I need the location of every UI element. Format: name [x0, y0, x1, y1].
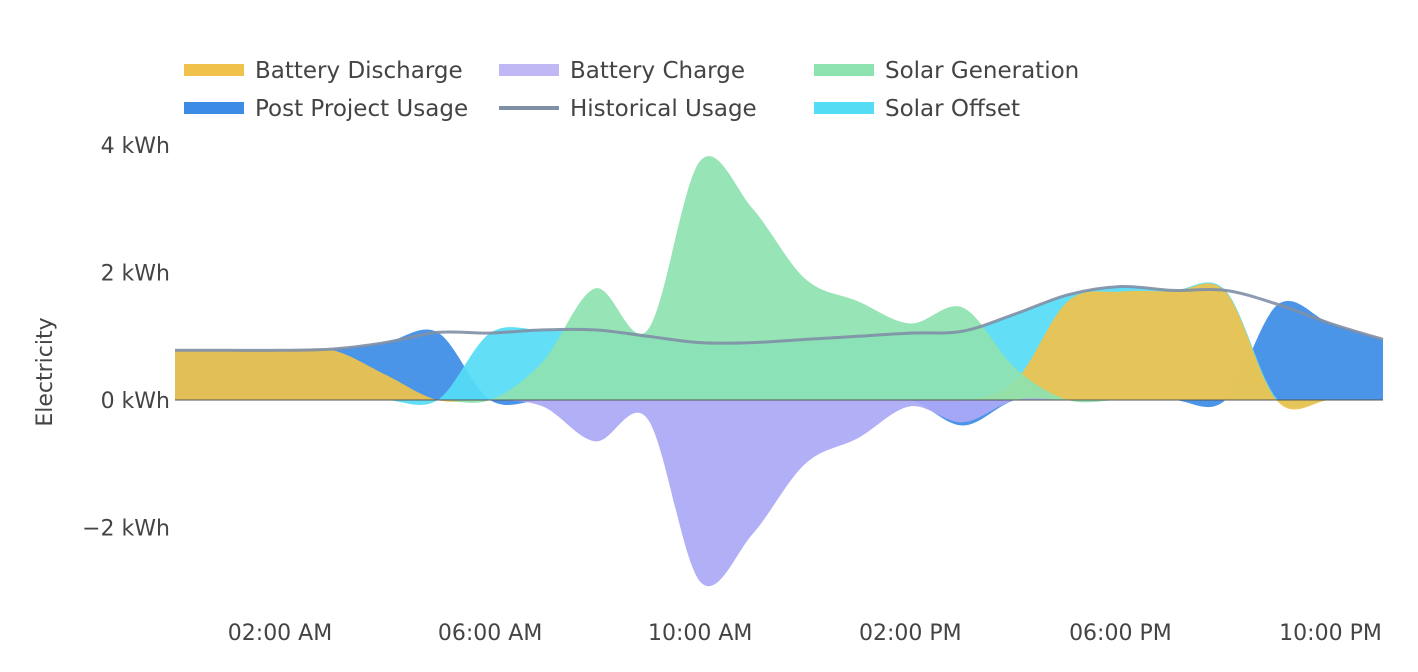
- x-tick-label: 10:00 PM: [1279, 621, 1382, 646]
- point-battery-charge: [855, 435, 861, 441]
- point-solar-generation: [697, 158, 703, 164]
- area-solar-generation[interactable]: [175, 156, 1383, 403]
- point-battery-discharge: [382, 372, 388, 378]
- point-solar-generation: [750, 206, 756, 212]
- legend-item-battery-discharge[interactable]: Battery Discharge: [184, 58, 463, 84]
- y-tick-label: 2 kWh: [101, 262, 170, 287]
- point-battery-charge: [540, 403, 546, 409]
- point-historical-usage: [645, 333, 651, 339]
- y-tick-label: 4 kWh: [101, 134, 170, 159]
- point-historical-usage: [960, 328, 966, 334]
- point-solar-generation: [540, 359, 546, 365]
- point-historical-usage: [540, 327, 546, 333]
- point-historical-usage: [1275, 301, 1281, 307]
- point-historical-usage: [1065, 292, 1071, 298]
- legend-label: Post Project Usage: [255, 96, 468, 122]
- point-battery-charge: [750, 531, 756, 537]
- chart-lines: [172, 284, 1386, 353]
- legend-swatch: [184, 102, 244, 114]
- legend-swatch: [184, 64, 244, 76]
- legend-label: Solar Offset: [885, 96, 1020, 122]
- legend-item-battery-charge[interactable]: Battery Charge: [499, 58, 745, 84]
- point-historical-usage: [382, 340, 388, 346]
- legend-swatch: [814, 64, 874, 76]
- line-historical-usage[interactable]: [174, 284, 1384, 352]
- legend-label: Historical Usage: [570, 96, 757, 122]
- point-battery-discharge: [1065, 298, 1071, 304]
- y-tick-label: −2 kWh: [82, 517, 170, 542]
- legend-swatch: [499, 106, 559, 110]
- x-tick-label: 02:00 PM: [859, 621, 962, 646]
- legend-swatch: [814, 102, 874, 114]
- point-solar-generation: [960, 305, 966, 311]
- point-historical-usage: [855, 333, 861, 339]
- y-axis-ticks: 4 kWh 2 kWh 0 kWh −2 kWh: [82, 134, 170, 542]
- point-battery-charge: [802, 461, 808, 467]
- x-tick-label: 06:00 AM: [438, 621, 542, 646]
- area-battery-charge[interactable]: [175, 398, 1383, 587]
- point-historical-usage: [330, 346, 336, 352]
- legend-label: Solar Generation: [885, 58, 1079, 84]
- point-historical-usage: [277, 347, 283, 353]
- point-solar-generation: [855, 298, 861, 304]
- legend-item-solar-generation[interactable]: Solar Generation: [814, 58, 1079, 84]
- point-historical-usage: [592, 327, 598, 333]
- chart-legend[interactable]: Battery Discharge Battery Charge Solar Gen…: [184, 58, 1079, 122]
- point-battery-charge: [960, 419, 966, 425]
- point-historical-usage: [435, 329, 441, 335]
- y-tick-label: 0 kWh: [101, 389, 170, 414]
- point-solar-generation: [592, 285, 598, 291]
- legend-label: Battery Discharge: [255, 58, 463, 84]
- point-historical-usage: [1222, 287, 1228, 293]
- legend-item-historical-usage[interactable]: Historical Usage: [499, 96, 757, 122]
- point-historical-usage: [697, 340, 703, 346]
- y-axis-title: Electricity: [33, 317, 58, 426]
- point-historical-usage: [1117, 284, 1123, 290]
- point-historical-usage: [907, 330, 913, 336]
- point-solar-generation: [907, 321, 913, 327]
- chart-areas: [175, 156, 1383, 587]
- point-historical-usage: [1380, 336, 1386, 342]
- point-solar-generation: [1012, 365, 1018, 371]
- legend-label: Battery Charge: [570, 58, 745, 84]
- legend-item-post-project-usage[interactable]: Post Project Usage: [184, 96, 468, 122]
- x-tick-label: 02:00 AM: [228, 621, 332, 646]
- point-battery-charge: [907, 403, 913, 409]
- point-battery-charge: [697, 579, 703, 585]
- area-battery-discharge[interactable]: [175, 283, 1383, 410]
- point-historical-usage: [1170, 287, 1176, 293]
- point-historical-usage: [1328, 321, 1334, 327]
- x-axis-ticks: 02:00 AM 06:00 AM 10:00 AM 02:00 PM 06:00 PM…: [228, 621, 1382, 646]
- point-historical-usage: [225, 347, 231, 353]
- point-historical-usage: [802, 336, 808, 342]
- point-historical-usage: [750, 340, 756, 346]
- point-historical-usage: [1012, 311, 1018, 317]
- legend-swatch: [499, 64, 559, 76]
- point-historical-usage: [172, 347, 178, 353]
- x-tick-label: 10:00 AM: [648, 621, 752, 646]
- point-historical-usage: [487, 330, 493, 336]
- legend-item-solar-offset[interactable]: Solar Offset: [814, 96, 1020, 122]
- point-battery-charge: [592, 438, 598, 444]
- x-tick-label: 06:00 PM: [1069, 621, 1172, 646]
- point-solar-generation: [645, 327, 651, 333]
- point-solar-generation: [802, 276, 808, 282]
- point-battery-charge: [645, 416, 651, 422]
